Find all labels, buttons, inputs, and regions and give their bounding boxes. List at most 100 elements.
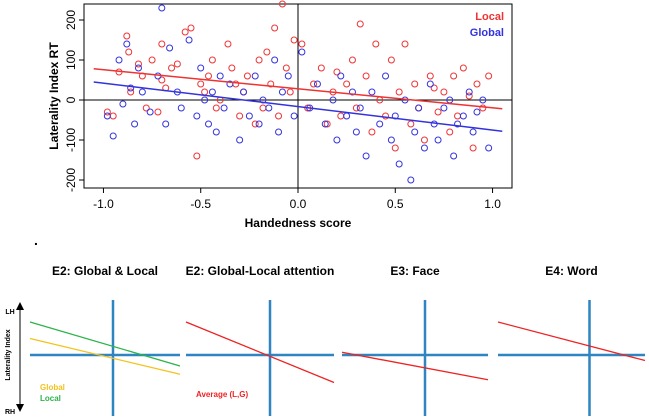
scatter-point-local [352,104,360,112]
scatter-point-local [343,80,351,88]
scatter-point-local [187,24,195,32]
panel-series-line [29,337,181,375]
x-tick-label: 1.0 [484,197,501,211]
scatter-point-global [298,48,306,56]
x-tick-label: -1.0 [93,197,114,211]
scatter-point-global [115,56,123,64]
panel-legend-label: Average (L,G) [196,390,248,399]
scatter-point-global [415,104,423,112]
x-tick-label: 0.5 [387,197,404,211]
scatter-point-local [148,56,156,64]
scatter-point-global [119,100,127,108]
scatter-point-local [278,0,286,8]
panel-legend-label: Local [40,394,61,403]
scatter-point-local [212,104,220,112]
scatter-point-global [395,160,403,168]
x-tick-label: 0.0 [290,197,307,211]
scatter-point-local [333,68,341,76]
legend-local: Local [475,11,504,23]
scatter-point-local [142,104,150,112]
scatter-point-global [465,88,473,96]
scatter-point-global [212,128,220,136]
scatter-point-local [310,80,318,88]
scatter-point-global [216,72,224,80]
scatter-point-local [420,136,428,144]
scatter-point-global [138,88,146,96]
scatter-point-local [168,64,176,72]
scatter-point-local [465,92,473,100]
panel-series-line [185,321,335,384]
scatter-point-local [469,144,477,152]
scatter-point-global [440,104,448,112]
scatter-point-local [401,40,409,48]
panel-series-line [29,321,181,367]
scatter-point-local [407,120,415,128]
scatter-point-global [275,128,283,136]
scatter-point-global [420,144,428,152]
scatter-point-global [284,72,292,80]
scatter-point-global [103,112,111,120]
scatter-point-global [185,36,193,44]
scatter-point-local [158,40,166,48]
scatter-point-global [197,64,205,72]
scatter-point-local [450,72,458,80]
y-top-label: LH [5,309,14,316]
scatter-point-local [434,108,442,116]
scatter-point-local [440,88,448,96]
scatter-point-global [240,88,248,96]
scatter-point-global [226,80,234,88]
scatter-point-global [333,136,341,144]
scatter-point-global [313,80,321,88]
scatter-point-global [459,112,467,120]
scatter-point-global [146,108,154,116]
regression-line-global [93,81,503,132]
scatter-point-local [236,112,244,120]
scatter-point-local [263,48,271,56]
scatter-point-global [127,84,135,92]
scatter-point-global [162,120,170,128]
panel-series-line [497,321,646,362]
y-axis-label: Laterality Index RT [47,42,61,150]
scatter-point-local [485,72,493,80]
scatter-point-global [352,128,360,136]
y-tick-label: 0 [64,96,78,103]
scatter-point-global [368,88,376,96]
scatter-point-local [243,72,251,80]
separator-dot: . [34,232,38,248]
scatter-point-local [181,28,189,36]
scatter-point-global [329,96,337,104]
panel-series-line [341,351,489,381]
scatter-point-global [251,72,259,80]
y-axis-label: Laterality Index [5,329,12,380]
scatter-point-global [434,136,442,144]
scatter-point-global [236,136,244,144]
scatter-point-local [103,108,111,116]
scatter-point-local [459,64,467,72]
y-tick-label: -100 [64,128,78,152]
scatter-point-local [426,72,434,80]
scatter-point-local [255,56,263,64]
scatter-point-local [154,108,162,116]
scatter-point-local [479,104,487,112]
scatter-point-global [411,128,419,136]
scatter-point-global [177,104,185,112]
legend-global: Global [470,27,504,39]
scatter-point-global [134,64,142,72]
scatter-point-global [205,120,213,128]
scatter-point-local [193,152,201,160]
scatter-point-global [255,120,263,128]
scatter-point-local [446,128,454,136]
scatter-point-global [469,128,477,136]
scatter-point-local [224,40,232,48]
y-arrow-down-head [16,404,24,412]
scatter-point-local [267,80,275,88]
scatter-point-global [450,152,458,160]
scatter-point-local [228,64,236,72]
scatter-point-global [278,88,286,96]
x-axis-label: Handedness score [245,216,352,230]
scatter-point-local [368,128,376,136]
scatter-point-global [485,144,493,152]
scatter-point-global [220,104,228,112]
panel-legend-label: Global [40,383,65,392]
